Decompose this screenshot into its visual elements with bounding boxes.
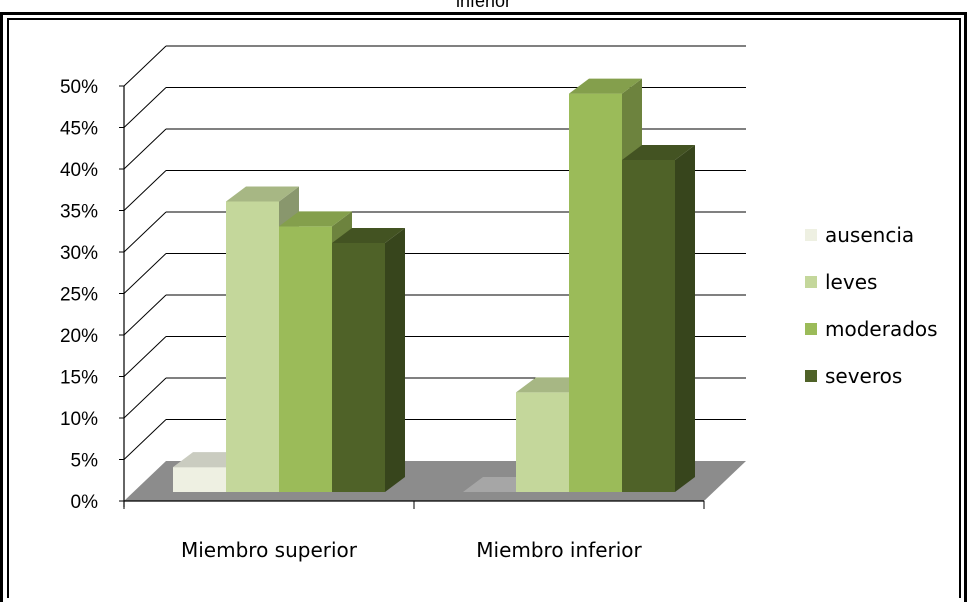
y-tick-label: 10%	[60, 409, 98, 430]
bar-front	[279, 226, 332, 492]
bar-top	[226, 186, 299, 202]
chart-bars	[173, 78, 695, 492]
bar-top	[332, 228, 405, 243]
y-tick-label: 25%	[60, 285, 98, 306]
bar-top	[622, 145, 695, 160]
bar-side	[385, 228, 405, 492]
legend-swatch	[805, 323, 817, 335]
inner-frame	[7, 18, 961, 598]
legend-swatch	[805, 276, 817, 288]
gridline-diagonal	[123, 419, 167, 460]
legend: ausencia leves moderados severos	[805, 223, 938, 388]
bar-front	[516, 392, 569, 492]
category-label: Miembro inferior	[476, 538, 642, 562]
bar-top	[569, 78, 642, 94]
y-tick-label: 35%	[60, 202, 98, 223]
bar-front	[332, 243, 385, 492]
y-tick-label: 0%	[71, 492, 99, 513]
bar-front	[622, 160, 675, 492]
chart-axis	[119, 85, 705, 509]
bar-top	[279, 211, 352, 227]
y-tick-label: 50%	[60, 77, 98, 98]
legend-swatch	[805, 370, 817, 382]
bar	[622, 145, 695, 492]
bar	[332, 228, 405, 492]
gridline-diagonal	[123, 377, 167, 419]
y-tick-label: 5%	[71, 451, 99, 472]
bar-front	[569, 93, 622, 492]
gridline-diagonal	[123, 294, 167, 336]
y-tick-label: 45%	[60, 119, 98, 140]
gridline-diagonal	[123, 45, 167, 87]
gridline-diagonal	[123, 128, 167, 170]
y-tick-label: 15%	[60, 368, 98, 389]
legend-label: severos	[825, 364, 902, 388]
bar-front	[226, 201, 279, 492]
legend-swatch	[805, 229, 817, 241]
outer-frame	[0, 12, 967, 602]
gridline-diagonal	[123, 336, 167, 377]
category-labels: Miembro superior Miembro inferior	[181, 538, 643, 562]
bar-front	[173, 467, 226, 492]
legend-label: moderados	[825, 317, 938, 341]
page-title: inferior	[455, 0, 512, 11]
gridline-diagonal	[123, 253, 167, 294]
bar-side	[675, 145, 695, 492]
y-tick-label: 40%	[60, 160, 98, 181]
y-tick-label: 30%	[60, 243, 98, 264]
gridline-diagonal	[123, 211, 167, 253]
legend-label: leves	[825, 270, 877, 294]
gridline-diagonal	[123, 87, 167, 128]
category-label: Miembro superior	[181, 538, 358, 562]
legend-label: ausencia	[825, 223, 914, 247]
y-tick-labels: 0% 5% 10% 15% 20% 25% 30% 35% 40% 45% 50%	[60, 77, 98, 513]
y-tick-label: 20%	[60, 326, 98, 347]
gridline-diagonal	[123, 170, 167, 211]
